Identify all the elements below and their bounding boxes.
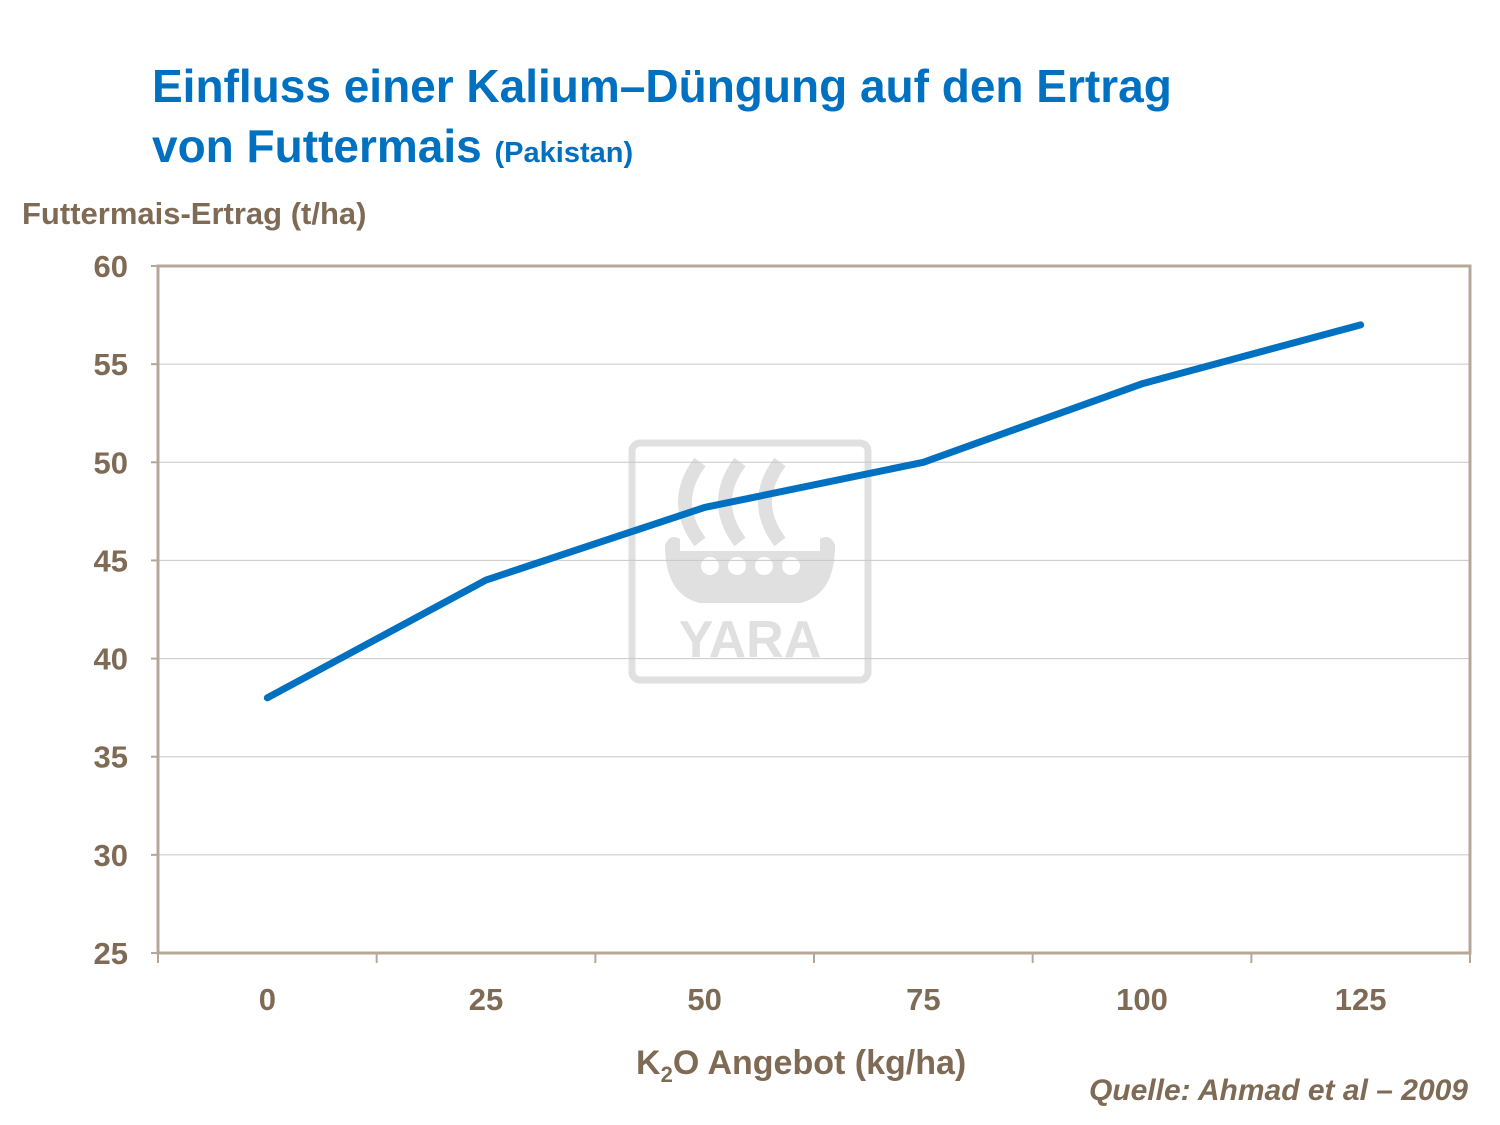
plot-area-border: [156, 264, 1472, 955]
title-suffix: (Pakistan): [494, 137, 634, 169]
y-tick-label: 40: [94, 642, 128, 677]
y-tick-label: 50: [94, 445, 128, 480]
chart-title: Einfluss einer Kalium–Düngung auf den Er…: [152, 56, 1172, 183]
series-line: [263, 321, 1365, 702]
x-tick-label: 100: [1116, 982, 1168, 1017]
y-tick-label: 55: [94, 347, 128, 382]
y-tick-label: 25: [94, 936, 128, 971]
y-tick-label: 45: [94, 543, 128, 578]
x-tick-label: 75: [906, 982, 940, 1017]
yara-logo-watermark: YARA: [628, 439, 872, 684]
x-label-prefix: K: [636, 1044, 661, 1082]
x-axis-label: K2O Angebot (kg/ha): [636, 1044, 966, 1088]
title-line-1: Einfluss einer Kalium–Düngung auf den Er…: [152, 60, 1172, 112]
y-axis-label: Futtermais-Ertrag (t/ha): [22, 196, 367, 231]
title-line-2: von Futtermais (Pakistan): [152, 116, 1172, 183]
x-tick-label: 50: [687, 982, 721, 1017]
y-tick-label: 60: [94, 249, 128, 284]
x-tick-label: 0: [259, 982, 276, 1017]
x-tick-label: 25: [469, 982, 503, 1017]
y-tick-label: 35: [94, 740, 128, 775]
title-main: von Futtermais: [152, 120, 482, 172]
x-label-rest: O Angebot (kg/ha): [672, 1044, 967, 1082]
svg-text:YARA: YARA: [679, 611, 822, 669]
x-tick-label: 125: [1335, 982, 1387, 1017]
source-note: Quelle: Ahmad et al – 2009: [1088, 1074, 1468, 1107]
y-tick-label: 30: [94, 838, 128, 873]
x-label-subscript: 2: [660, 1061, 673, 1087]
